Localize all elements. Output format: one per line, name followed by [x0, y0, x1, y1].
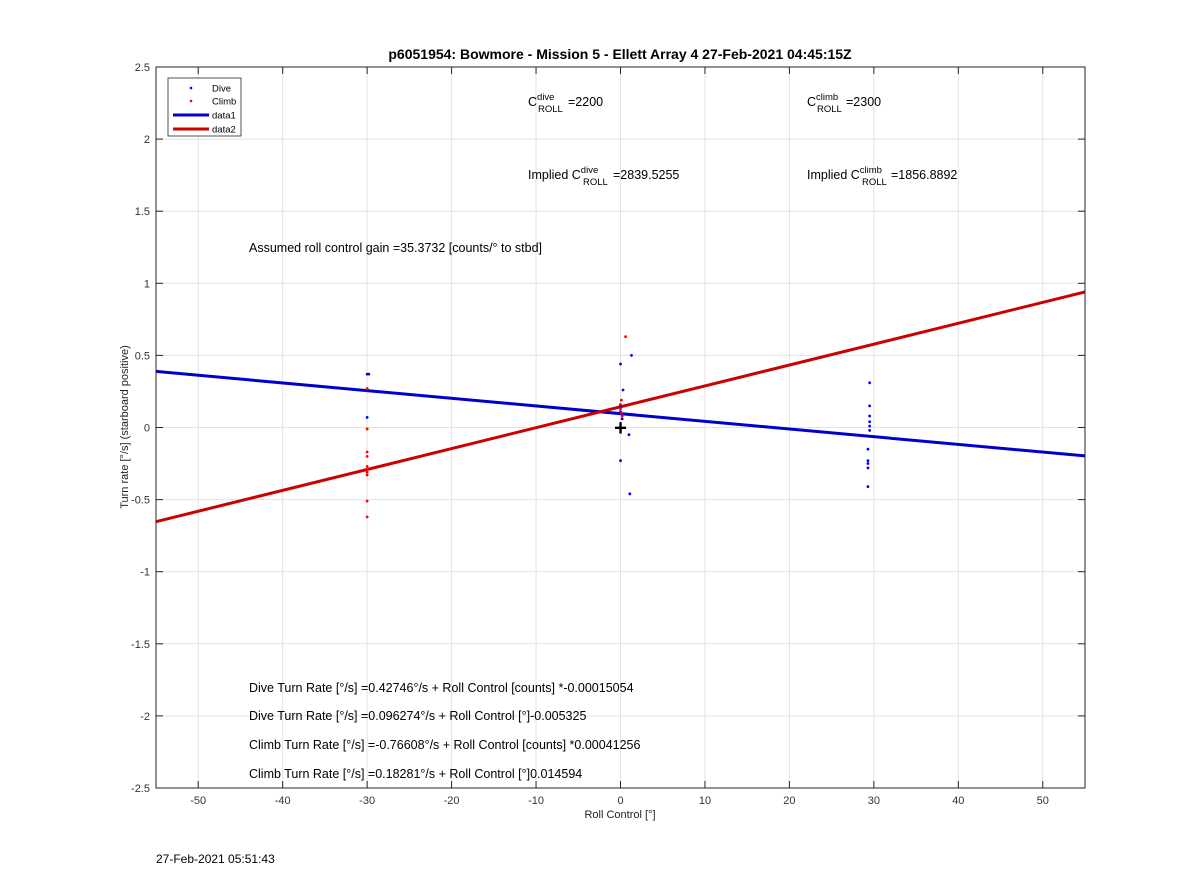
x-tick-label: 20	[783, 795, 795, 807]
equation-climb-counts: Climb Turn Rate [°/s] =-0.76608°/s + Rol…	[249, 738, 641, 752]
data-points	[365, 335, 872, 519]
equation-climb-degrees: Climb Turn Rate [°/s] =0.18281°/s + Roll…	[249, 767, 582, 781]
annotation-implied-dive: Implied Cdive ROLL=2839.5255	[528, 165, 679, 188]
climb-point	[619, 403, 622, 406]
equation-dive-degrees: Dive Turn Rate [°/s] =0.096274°/s + Roll…	[249, 709, 586, 723]
climb-point	[619, 407, 622, 411]
dive-point	[630, 354, 633, 357]
x-tick-label: 0	[617, 795, 623, 807]
dive-point	[868, 414, 872, 418]
y-tick-label: -0.5	[131, 495, 150, 507]
climb-point	[365, 473, 369, 477]
x-tick-label: -20	[444, 795, 460, 807]
x-tick-label: -30	[359, 795, 375, 807]
x-axis-label: Roll Control [°]	[584, 809, 655, 821]
legend-climb-label: Climb	[212, 97, 236, 108]
y-tick-label: 1	[144, 278, 150, 290]
climb-point	[620, 414, 624, 418]
axis-ticks: -50 -40 -30 -20 -10 0 10 20 30 40 50-2.5-2-1.5-1-0…	[131, 62, 1085, 807]
y-tick-label: 0	[144, 423, 150, 435]
y-axis-label: Turn rate [°/s] (starboard positive)	[119, 345, 131, 509]
x-tick-label: -10	[528, 795, 544, 807]
dive-point	[866, 462, 870, 465]
annotation-implied-climb: Implied Cclimb ROLL=1856.8892	[807, 165, 957, 188]
origin-marker: +	[614, 416, 627, 441]
dive-point	[628, 492, 632, 496]
climb-point	[365, 387, 369, 390]
dive-point	[868, 420, 872, 424]
dive-point	[365, 416, 369, 419]
dive-point	[866, 485, 870, 489]
legend: Dive Climb data1 data2	[167, 77, 242, 137]
y-tick-label: -1.5	[131, 639, 150, 651]
legend-data2-label: data2	[212, 125, 236, 136]
dive-point	[619, 362, 622, 366]
legend-box	[167, 77, 242, 137]
climb-point	[365, 470, 369, 474]
y-tick-label: 2.5	[135, 62, 150, 74]
dive-point	[866, 466, 870, 470]
climb-point	[365, 454, 369, 458]
legend-dive-marker	[189, 86, 193, 90]
climb-point	[365, 450, 369, 454]
legend-climb-marker	[189, 99, 193, 103]
dive-point	[868, 381, 872, 385]
legend-dive-label: Dive	[212, 84, 231, 95]
climb-point	[365, 515, 369, 519]
climb-point	[365, 499, 369, 503]
climb-point	[619, 398, 623, 402]
x-tick-label: -50	[190, 795, 206, 807]
dive-point	[868, 428, 872, 432]
dive-point	[866, 447, 870, 451]
dive-point	[620, 417, 624, 421]
y-tick-label: -2	[140, 711, 150, 723]
dive-point	[619, 459, 622, 463]
svg-text:+: +	[614, 416, 627, 441]
dive-point	[367, 372, 371, 376]
dive-point	[868, 404, 872, 408]
annotation-cdive: Cdive ROLL=2200	[528, 92, 603, 115]
y-tick-label: -1	[140, 567, 150, 579]
legend-data1-label: data1	[212, 111, 236, 122]
climb-point	[365, 465, 369, 468]
x-tick-label: -40	[275, 795, 291, 807]
x-tick-label: 40	[952, 795, 964, 807]
x-tick-label: 30	[868, 795, 880, 807]
x-tick-label: 10	[699, 795, 711, 807]
climb-point	[619, 411, 623, 415]
annotation-roll-gain: Assumed roll control gain =35.3732 [coun…	[249, 241, 542, 255]
y-tick-label: 2	[144, 134, 150, 146]
x-tick-label: 50	[1037, 795, 1049, 807]
climb-point	[365, 467, 369, 471]
dive-point	[868, 424, 872, 428]
footer-timestamp: 27-Feb-2021 05:51:43	[156, 852, 275, 866]
y-tick-label: 1.5	[135, 206, 150, 218]
dive-point	[627, 433, 631, 437]
climb-point	[624, 335, 627, 339]
dive-point	[621, 388, 625, 392]
climb-point	[365, 427, 369, 431]
chart-title: p6051954: Bowmore - Mission 5 - Ellett A…	[388, 46, 852, 62]
y-tick-label: 0.5	[135, 350, 150, 362]
annotation-cclimb: Cclimb ROLL=2300	[807, 92, 881, 115]
dive-point	[866, 459, 870, 463]
y-tick-label: -2.5	[131, 783, 150, 795]
equation-dive-counts: Dive Turn Rate [°/s] =0.42746°/s + Roll …	[249, 681, 634, 695]
